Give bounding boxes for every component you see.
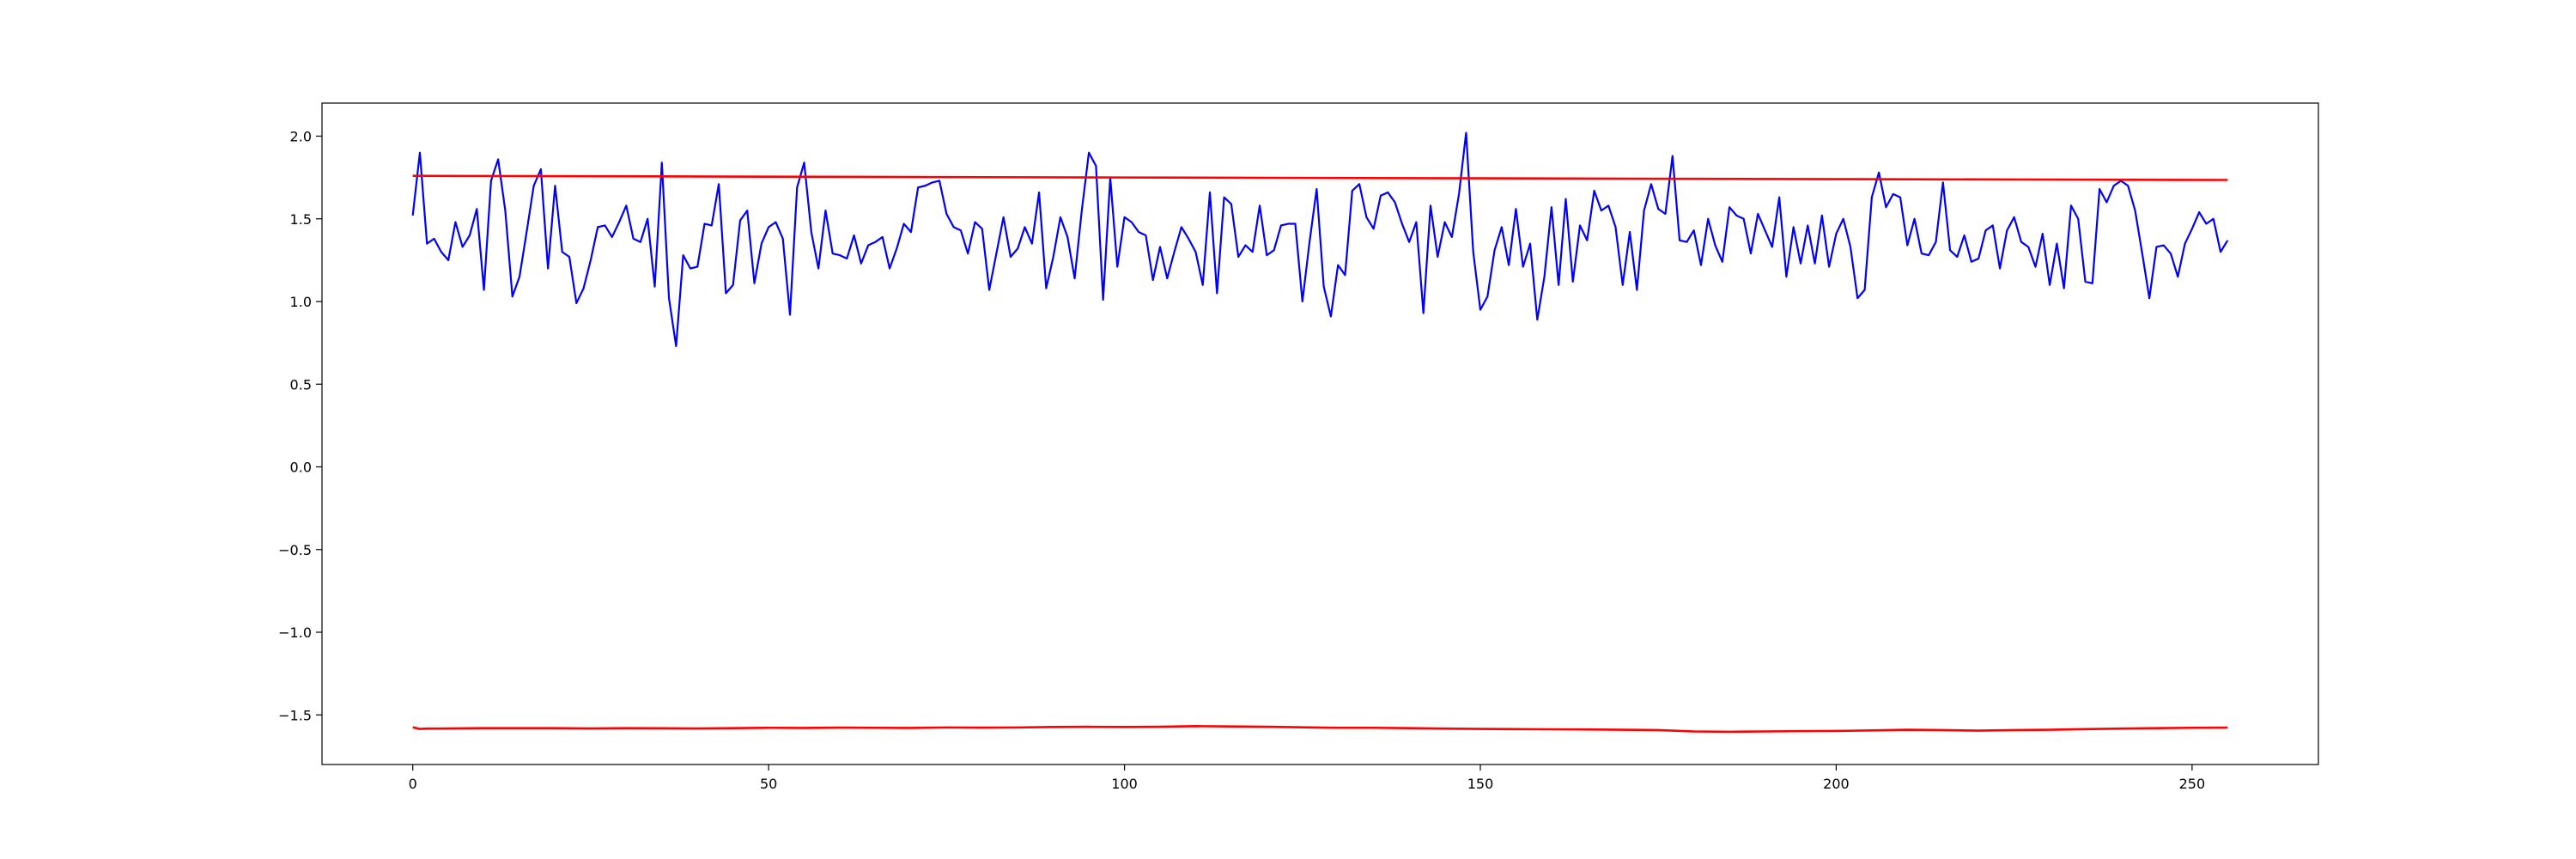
y-tick-label: 2.0 bbox=[290, 129, 312, 145]
y-tick-label: −1.5 bbox=[278, 707, 312, 723]
y-tick-label: 1.5 bbox=[290, 211, 312, 228]
series-line-3 bbox=[412, 725, 2228, 734]
y-tick-label: 0.5 bbox=[290, 376, 312, 393]
plot-area bbox=[411, 131, 2229, 734]
series-line-2 bbox=[412, 174, 2228, 181]
series-line-1 bbox=[411, 131, 2229, 348]
x-tick-label: 50 bbox=[760, 776, 777, 792]
x-tick-label: 100 bbox=[1111, 776, 1138, 792]
y-tick-label: 1.0 bbox=[290, 294, 312, 310]
y-tick-label: −0.5 bbox=[278, 542, 312, 558]
y-tick-label: −1.0 bbox=[278, 624, 312, 641]
y-tick-label: 0.0 bbox=[290, 460, 312, 476]
axes-frame bbox=[321, 102, 2319, 765]
x-tick-label: 0 bbox=[409, 776, 417, 792]
axes: 0 50 100 150 200 250 −1.5 −1.0 −0.5 0.0 0.5 1.0 1.5 2… bbox=[278, 129, 2205, 793]
x-tick-label: 150 bbox=[1467, 776, 1494, 792]
x-tick-label: 200 bbox=[1823, 776, 1850, 792]
x-tick-label: 250 bbox=[2179, 776, 2206, 792]
